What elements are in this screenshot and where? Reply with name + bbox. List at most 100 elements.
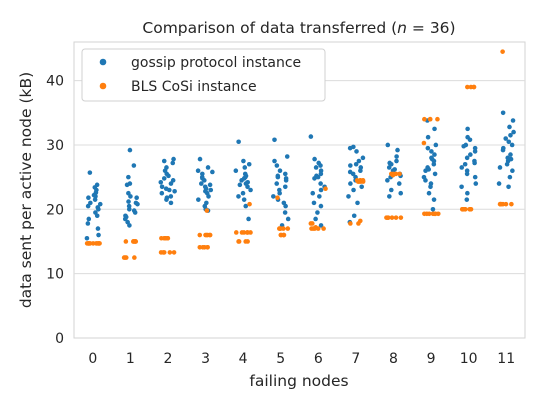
gossip-data-point [245,184,250,190]
bls-data-point [310,221,315,226]
gossip-data-point [95,226,101,231]
gossip-data-point [431,161,437,167]
gossip-data-point [196,197,201,202]
bls-data-point [509,201,514,207]
bls-data-point [243,239,248,244]
gossip-data-point [97,201,103,207]
bls-data-point [462,207,468,212]
gossip-data-point [312,156,317,162]
gossip-data-point [423,178,428,183]
gossip-data-point [164,195,170,201]
bls-data-point [245,230,250,235]
gossip-data-point [464,197,470,202]
gossip-data-point [94,213,100,219]
bls-data-point [87,241,93,246]
gossip-data-point [127,147,133,153]
gossip-data-point [353,161,359,167]
y-tick-label: 40 [46,74,64,90]
gossip-data-point [433,142,439,148]
gossip-data-point [126,199,131,204]
gossip-data-point [168,200,174,206]
gossip-data-point [271,194,276,199]
gossip-data-point [197,156,203,162]
gossip-data-point [96,207,101,212]
gossip-data-point [387,194,392,199]
gossip-data-point [283,176,289,181]
gossip-data-point [509,142,515,148]
gossip-data-point [496,181,502,186]
gossip-data-point [134,195,139,201]
gossip-data-point [385,142,391,148]
legend-label-gossip: gossip protocol instance [131,55,301,71]
gossip-data-point [464,168,470,173]
gossip-data-point [318,187,324,193]
gossip-data-point [507,124,512,130]
bls-data-point [422,116,427,122]
gossip-data-point [91,192,97,198]
gossip-data-point [203,188,208,194]
bls-data-point [233,230,239,235]
gossip-data-point [394,154,399,159]
gossip-data-point [161,158,167,164]
bls-data-point [123,239,129,244]
gossip-data-point [348,181,353,186]
gossip-data-point [464,155,470,161]
gossip-data-point [127,223,132,228]
bls-data-point [323,186,328,192]
gossip-data-point [432,126,437,132]
bls-data-point [471,84,477,90]
gossip-data-point [428,184,433,190]
gossip-data-point [313,216,318,222]
bls-data-point [355,179,361,184]
gossip-data-point [310,190,316,196]
gossip-data-point [392,167,397,172]
x-tick-label: 9 [427,351,436,367]
bls-data-point [275,195,280,201]
bls-data-point [422,211,427,217]
gossip-data-point [347,145,353,151]
y-tick-label: 0 [55,331,64,347]
gossip-data-point [168,181,174,186]
gossip-data-point [473,181,479,186]
bls-data-point [159,235,164,241]
bls-data-point [358,218,363,224]
gossip-data-point [472,145,478,151]
gossip-data-point [311,200,317,206]
bls-data-point [497,201,503,207]
gossip-data-point [356,158,362,164]
x-tick-label: 5 [276,351,285,367]
bls-data-point [313,225,318,230]
bls-data-point [393,215,399,220]
gossip-data-point [468,152,473,157]
bls-data-point [421,140,427,146]
bls-data-point [435,116,440,122]
bls-data-point [390,172,396,178]
gossip-data-point [459,165,465,170]
x-tick-label: 6 [314,351,323,367]
gossip-data-point [506,139,512,145]
bls-data-point [389,215,395,220]
gossip-data-point [461,143,466,149]
gossip-data-point [272,158,277,164]
bls-data-point [465,84,470,90]
gossip-data-point [354,149,359,154]
bls-data-point [204,208,210,213]
gossip-data-point [503,136,509,141]
bls-data-point [239,230,245,235]
x-tick-label: 2 [163,351,172,367]
bls-data-point [207,232,213,238]
x-axis-tick-labels: 0 1 2 3 4 5 6 7 8 9 10 11 [88,351,515,367]
gossip-data-point [163,186,169,192]
x-tick-label: 8 [389,351,398,367]
bls-data-point [285,226,291,231]
data-points [84,49,516,260]
x-tick-label: 4 [239,351,248,367]
bls-data-point [171,250,177,255]
gossip-data-point [425,134,431,140]
gossip-data-point [246,161,252,167]
gossip-data-point [510,168,515,173]
bls-data-point [204,232,209,238]
gossip-data-point [283,203,288,209]
gossip-data-point [241,158,246,164]
